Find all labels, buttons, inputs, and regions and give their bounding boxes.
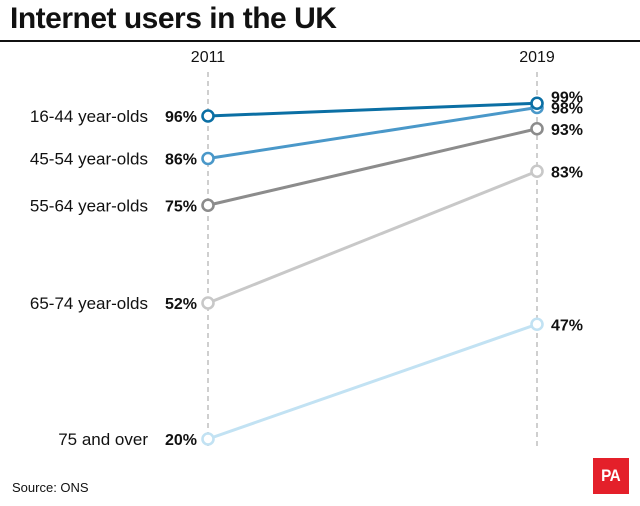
value-label-2019: 83% [551,164,583,181]
value-label-2019: 98% [551,101,583,118]
value-label-2011: 20% [165,432,197,449]
value-label-2011: 86% [165,152,197,169]
data-point [201,109,215,123]
data-point [530,121,544,136]
value-label-2019: 93% [551,122,583,139]
category-label: 75 and over [58,430,148,449]
category-label: 55-64 year-olds [30,196,148,215]
x-tick-label: 2011 [191,49,226,66]
series-line [207,127,538,207]
chart-title: Internet users in the UK [10,2,337,35]
data-point [530,96,544,111]
data-point [530,317,544,332]
data-point [201,198,215,213]
data-point [201,432,215,446]
value-label-2019: 47% [551,317,583,334]
x-tick-label: 2019 [519,49,555,66]
data-point [530,164,544,179]
pa-logo: PA [593,458,629,494]
data-point [201,151,215,166]
series-line [207,101,538,118]
category-label: 65-74 year-olds [30,294,148,313]
data-point [201,296,215,310]
title-rule [0,40,640,42]
value-label-2011: 52% [165,296,197,313]
series-line [207,322,538,441]
series-line [207,106,538,160]
slope-chart: 2011 2019 16-44 year-olds 96% 99% 45-54 year… [30,49,583,449]
source-note: Source: ONS [12,480,89,495]
value-label-2011: 75% [165,198,197,215]
value-label-2019: 99% [551,89,583,106]
series-line [207,169,538,305]
category-label: 16-44 year-olds [30,107,148,126]
value-label-2011: 96% [165,109,197,126]
category-label: 45-54 year-olds [30,150,148,169]
